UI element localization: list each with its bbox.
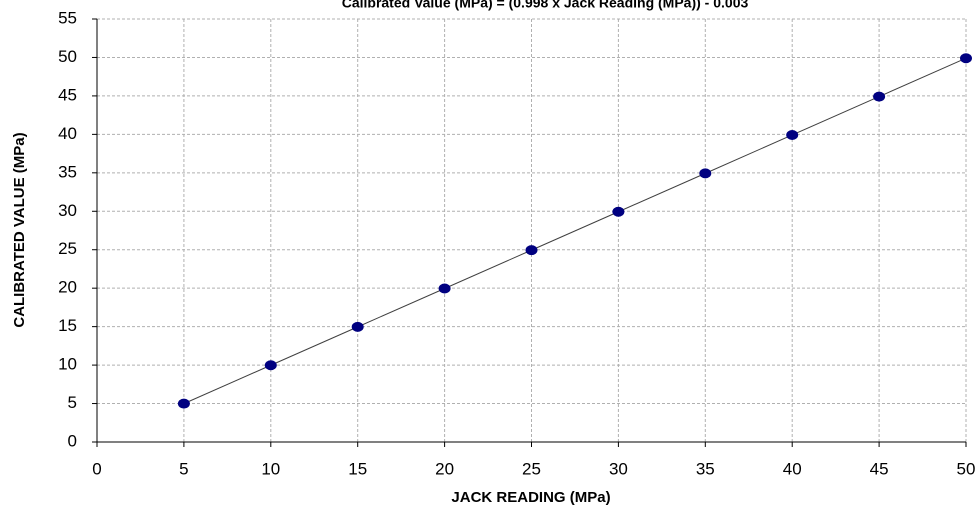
- y-tick-label: 25: [58, 239, 77, 258]
- data-point: [873, 91, 886, 102]
- y-tick-label: 10: [58, 355, 77, 374]
- x-tick-label: 35: [696, 459, 715, 478]
- y-tick-label: 20: [58, 278, 77, 297]
- data-point: [351, 321, 364, 332]
- y-tick-label: 40: [58, 124, 77, 143]
- y-tick-label: 45: [58, 85, 77, 104]
- data-point: [612, 206, 625, 217]
- x-tick-label: 30: [609, 459, 628, 478]
- y-axis-label: CALIBRATED VALUE (MPa): [11, 132, 28, 327]
- x-tick-label: 5: [179, 459, 188, 478]
- y-tick-label: 5: [68, 393, 77, 412]
- y-tick-label: 15: [58, 316, 77, 335]
- data-point: [525, 245, 538, 256]
- y-tick-label: 0: [68, 431, 77, 450]
- trend-line: [183, 57, 967, 405]
- x-tick-label: 50: [957, 459, 976, 478]
- data-point: [960, 53, 972, 64]
- x-tick-label: 0: [92, 459, 101, 478]
- data-point: [786, 129, 799, 140]
- data-point: [699, 168, 712, 179]
- y-tick-label: 35: [58, 162, 77, 181]
- x-tick-label: 45: [870, 459, 889, 478]
- x-tick-label: 20: [435, 459, 454, 478]
- x-tick-label: 10: [261, 459, 280, 478]
- data-point: [177, 398, 190, 409]
- y-tick-label: 55: [58, 8, 77, 27]
- y-tick-label: 30: [58, 201, 77, 220]
- x-tick-label: 15: [348, 459, 367, 478]
- data-point: [438, 283, 451, 294]
- x-tick-label: 40: [783, 459, 802, 478]
- data-point: [264, 360, 277, 371]
- x-tick-label: 25: [522, 459, 541, 478]
- x-axis-label: JACK READING (MPa): [451, 489, 610, 506]
- chart-title: Calibrated Value (MPa) = (0.998 x Jack R…: [342, 0, 749, 11]
- y-tick-label: 50: [58, 47, 77, 66]
